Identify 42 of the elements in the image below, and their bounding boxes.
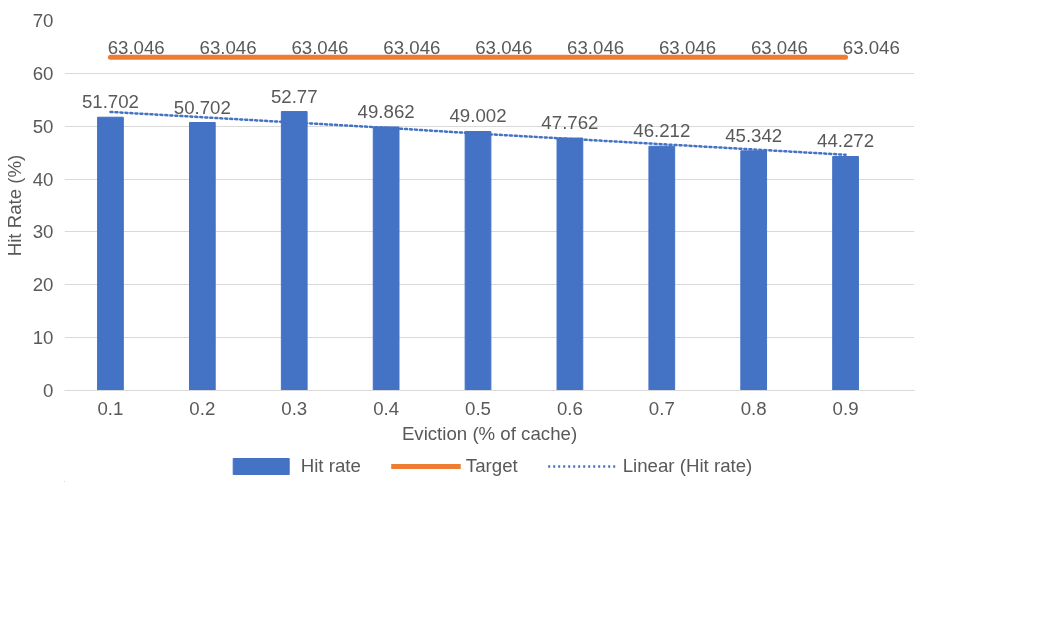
data-label: 52.77 (270, 85, 318, 107)
x-tick-label: 0.4 (373, 397, 400, 419)
data-label: 63.046 (842, 36, 900, 58)
y-tick-label: 20 (32, 274, 54, 296)
data-label: 63.046 (107, 36, 165, 58)
x-tick-label: 0.7 (648, 397, 675, 419)
y-axis-title: Hit Rate (%) (3, 154, 25, 257)
data-label: 63.046 (567, 36, 625, 58)
x-tick-label: 0.2 (189, 397, 216, 419)
bar (188, 122, 216, 391)
data-label: 46.212 (633, 120, 691, 142)
y-tick-label: 10 (32, 327, 54, 349)
x-tick-label: 0.3 (281, 397, 308, 419)
legend-label: Hit rate (300, 455, 361, 477)
x-axis-title: Eviction (% of cache) (401, 422, 578, 444)
bar (97, 116, 124, 391)
data-label: 63.046 (199, 36, 257, 58)
data-label: 63.046 (475, 36, 533, 58)
x-tick-label: 0.5 (465, 397, 491, 419)
data-label: 51.702 (81, 91, 139, 113)
data-label: 63.046 (750, 36, 808, 58)
x-tick-label: 0.8 (740, 397, 767, 419)
data-label: 63.046 (383, 36, 441, 58)
legend-label: Linear (Hit rate) (622, 455, 753, 477)
y-tick-label: 0 (43, 380, 54, 401)
data-label: 45.342 (725, 124, 783, 146)
data-label: 49.002 (449, 105, 507, 127)
y-tick-label: 70 (32, 10, 54, 31)
y-tick-label: 50 (32, 115, 54, 137)
legend-label: Target (465, 455, 518, 477)
x-tick-label: 0.1 (97, 397, 124, 419)
y-tick-label: 60 (32, 62, 54, 84)
data-label: 50.702 (173, 96, 231, 118)
data-label: 44.272 (817, 130, 875, 152)
data-label: 63.046 (291, 36, 349, 58)
x-tick-label: 0.6 (556, 397, 583, 419)
data-label: 63.046 (659, 36, 717, 58)
data-label: 49.862 (357, 100, 415, 122)
data-label: 47.762 (541, 112, 599, 134)
x-tick-label: 0.9 (832, 397, 859, 419)
y-tick-label: 30 (32, 221, 54, 243)
y-tick-label: 40 (32, 168, 54, 190)
